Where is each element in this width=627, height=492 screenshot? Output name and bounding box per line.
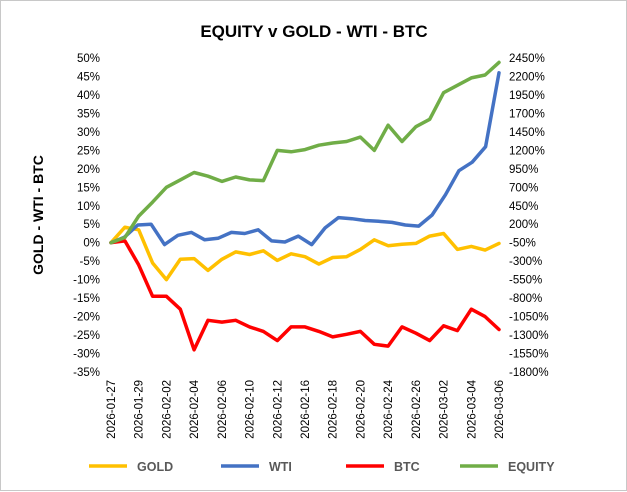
x-tick-label: 2026-02-04: [189, 379, 201, 438]
x-tick-label: 2026-03-04: [466, 379, 478, 438]
right-axis-ticks: 2450% 2200% 1950% 1700% 1450% 1200% 950% 700% 45…: [509, 53, 549, 379]
left-tick-label: 45%: [77, 71, 100, 83]
left-tick-label: 15%: [77, 182, 100, 194]
right-tick-label: 1450%: [509, 127, 545, 139]
legend-label-equity: EQUITY: [508, 460, 555, 474]
right-tick-label: 700%: [509, 182, 538, 194]
right-tick-label: 1950%: [509, 90, 545, 102]
left-tick-label: 40%: [77, 90, 100, 102]
y-axis-label: GOLD - WTI - BTC: [30, 155, 46, 275]
left-tick-label: 5%: [83, 219, 100, 231]
left-axis-ticks: 50% 45% 40% 35% 30% 25% 20% 15% 10% 5% 0% -5% -10% -1…: [73, 53, 100, 379]
x-tick-label: 2026-02-02: [161, 380, 173, 439]
x-tick-label: 2026-02-10: [245, 380, 257, 439]
left-tick-label: 35%: [77, 108, 100, 120]
right-tick-label: -300%: [509, 256, 542, 268]
left-tick-label: 10%: [77, 201, 100, 213]
right-tick-label: -1800%: [509, 367, 549, 379]
x-tick-label: 2026-02-24: [383, 379, 395, 438]
left-tick-label: -15%: [73, 293, 100, 305]
right-tick-label: 2450%: [509, 53, 545, 65]
left-tick-label: -10%: [73, 275, 100, 287]
left-tick-label: -25%: [73, 330, 100, 342]
left-tick-label: 50%: [77, 53, 100, 65]
left-tick-label: 30%: [77, 127, 100, 139]
series-line-gold: [109, 225, 501, 282]
right-tick-label: 200%: [509, 219, 538, 231]
right-tick-label: 1200%: [509, 145, 545, 157]
x-tick-label: 2026-02-18: [328, 380, 340, 439]
x-axis-ticks: 2026-01-27 2026-01-29 2026-02-02 2026-02-04…: [106, 379, 506, 438]
left-tick-label: 20%: [77, 164, 100, 176]
series-line-wti: [109, 71, 501, 247]
x-tick-label: 2026-02-16: [300, 380, 312, 439]
x-tick-label: 2026-01-29: [134, 380, 146, 439]
x-tick-label: 2026-02-26: [411, 380, 423, 439]
left-tick-label: 25%: [77, 145, 100, 157]
x-tick-label: 2026-03-06: [494, 380, 506, 439]
right-tick-label: -1300%: [509, 330, 549, 342]
series-lines: [109, 60, 501, 352]
series-line-btc: [109, 239, 501, 352]
legend: GOLD WTI BTC EQUITY: [89, 460, 555, 474]
right-tick-label: -1050%: [509, 312, 549, 324]
legend-label-gold: GOLD: [137, 460, 173, 474]
right-tick-label: 2200%: [509, 71, 545, 83]
left-tick-label: -30%: [73, 349, 100, 361]
left-tick-label: -35%: [73, 367, 100, 379]
x-tick-label: 2026-02-20: [355, 380, 367, 439]
right-tick-label: 1700%: [509, 108, 545, 120]
left-tick-label: 0%: [83, 238, 100, 250]
right-tick-label: -800%: [509, 293, 542, 305]
right-tick-label: 450%: [509, 201, 538, 213]
left-tick-label: -20%: [73, 312, 100, 324]
right-tick-label: -550%: [509, 275, 542, 287]
legend-label-wti: WTI: [269, 460, 292, 474]
legend-label-btc: BTC: [394, 460, 420, 474]
left-tick-label: -5%: [80, 256, 100, 268]
x-tick-label: 2026-03-02: [439, 380, 451, 439]
x-tick-label: 2026-01-27: [106, 380, 118, 439]
right-tick-label: 950%: [509, 164, 538, 176]
series-line-equity: [109, 60, 501, 245]
chart-title: EQUITY v GOLD - WTI - BTC: [200, 22, 427, 41]
x-tick-label: 2026-02-06: [217, 380, 229, 439]
right-tick-label: -50%: [509, 238, 536, 250]
right-tick-label: -1550%: [509, 349, 549, 361]
x-tick-label: 2026-02-12: [272, 380, 284, 439]
